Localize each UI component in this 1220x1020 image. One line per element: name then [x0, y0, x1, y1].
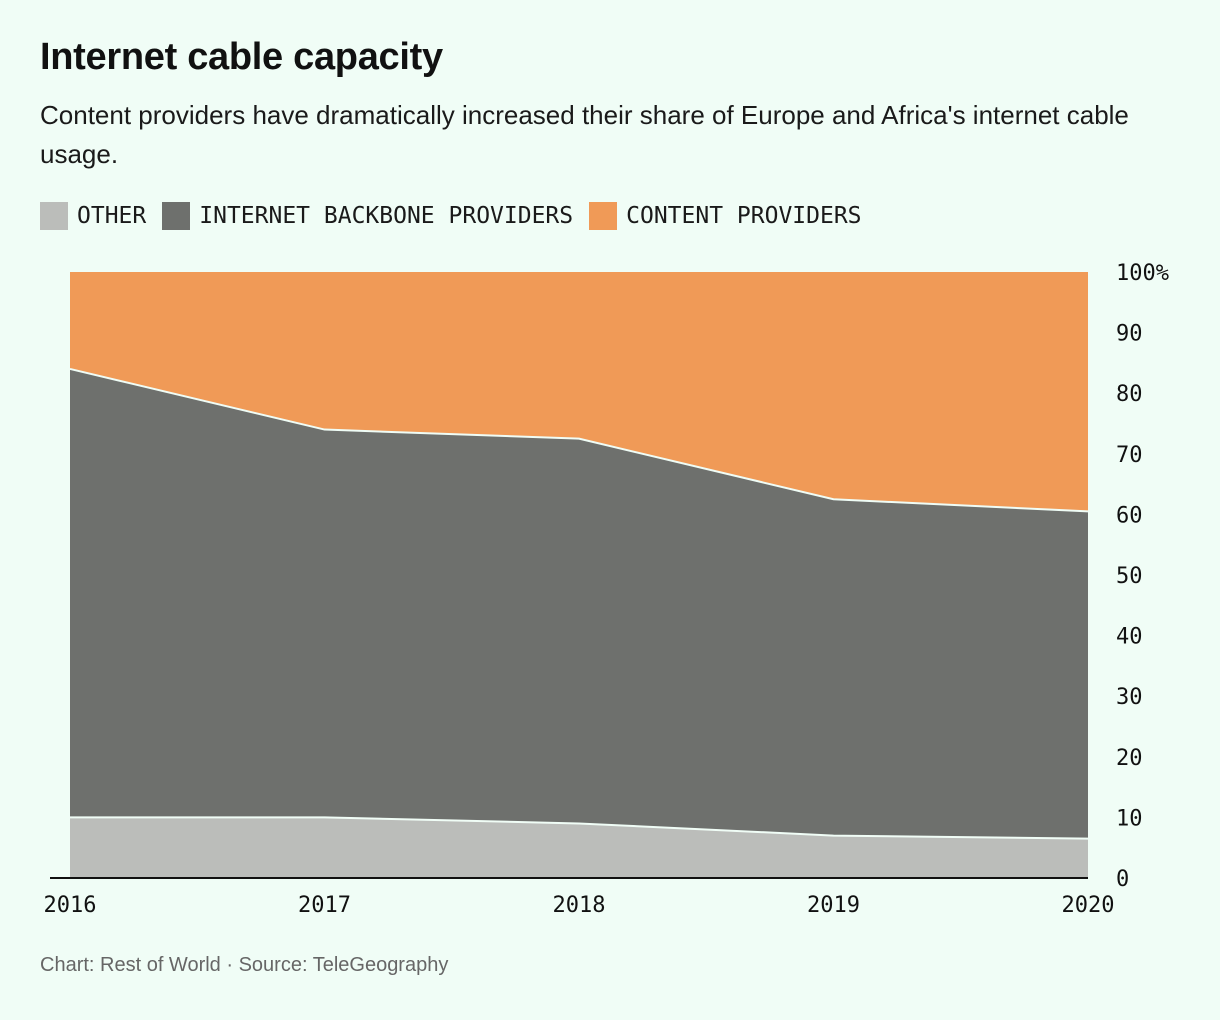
- chart-legend: OTHER INTERNET BACKBONE PROVIDERS CONTEN…: [40, 202, 878, 230]
- area-other: [70, 817, 1088, 878]
- x-tick-label: 2020: [1062, 893, 1115, 918]
- x-tick-label: 2016: [44, 893, 97, 918]
- y-tick-label: 20: [1116, 746, 1143, 771]
- x-tick-label: 2017: [298, 893, 351, 918]
- x-tick-label: 2019: [807, 893, 860, 918]
- y-axis-ticks: 0 10 20 30 40 50 60 70 80 90 100%: [1116, 261, 1169, 892]
- y-tick-label: 10: [1116, 806, 1143, 831]
- area-internet-backbone-providers: [70, 368, 1088, 839]
- y-tick-label: 0: [1116, 867, 1129, 892]
- area-layers: [70, 272, 1088, 878]
- legend-item-content: CONTENT PROVIDERS: [589, 202, 862, 230]
- y-tick-label: 80: [1116, 382, 1143, 407]
- y-tick-label: 30: [1116, 685, 1143, 710]
- legend-label-backbone: INTERNET BACKBONE PROVIDERS: [199, 203, 574, 229]
- legend-label-other: OTHER: [77, 203, 147, 229]
- x-axis-ticks: 2016 2017 2018 2019 2020: [44, 893, 1115, 918]
- series-boundaries: [69, 367, 1089, 840]
- y-tick-label: 40: [1116, 625, 1143, 650]
- area-content-providers: [70, 272, 1088, 512]
- y-tick-label: 70: [1116, 443, 1143, 468]
- boundary-other: [70, 816, 1089, 840]
- chart-credit: Chart: Rest of World · Source: TeleGeogr…: [40, 954, 449, 976]
- legend-swatch-backbone: [162, 202, 191, 230]
- chart-subtitle: Content providers have dramatically incr…: [40, 100, 1129, 169]
- legend-swatch-content: [589, 202, 618, 230]
- x-tick-label: 2018: [553, 893, 606, 918]
- legend-item-backbone: INTERNET BACKBONE PROVIDERS: [162, 202, 573, 230]
- legend-label-content: CONTENT PROVIDERS: [626, 203, 862, 229]
- y-tick-label: 90: [1116, 322, 1143, 347]
- boundary-internet-backbone-providers: [69, 367, 1089, 513]
- y-tick-label: 100%: [1116, 261, 1169, 286]
- y-tick-label: 60: [1116, 503, 1143, 528]
- legend-item-other: OTHER: [40, 202, 146, 230]
- legend-swatch-other: [40, 202, 68, 230]
- chart-title: Internet cable capacity: [40, 36, 443, 78]
- y-tick-label: 50: [1116, 564, 1143, 589]
